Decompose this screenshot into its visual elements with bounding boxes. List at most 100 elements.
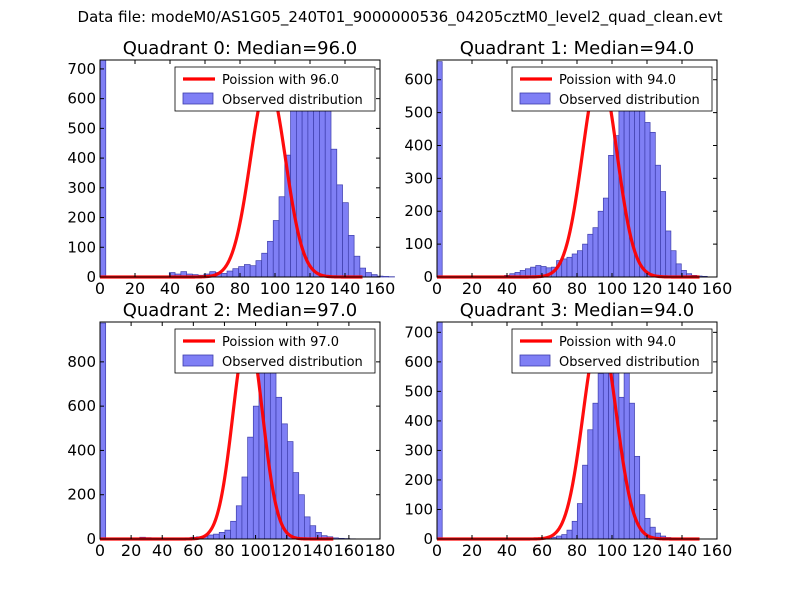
- histogram-bar: [287, 441, 294, 540]
- x-tick-label: 100: [597, 279, 628, 298]
- histogram-bar: [336, 184, 343, 278]
- histogram-bar: [304, 516, 311, 540]
- legend-bar-swatch: [182, 354, 214, 367]
- y-tick-label: 400: [404, 412, 433, 430]
- histogram-bar: [261, 252, 268, 278]
- x-tick-label: 160: [702, 279, 733, 298]
- histogram-bar: [566, 256, 573, 278]
- histogram-bar: [249, 265, 257, 278]
- histogram-bar: [644, 122, 651, 278]
- histogram-bar: [292, 472, 300, 540]
- x-tick-label: 120: [632, 279, 663, 298]
- histogram-bar: [576, 250, 583, 278]
- legend-label-observed: Observed distribution: [559, 355, 700, 370]
- y-tick-label: 600: [404, 71, 433, 89]
- histogram-bar: [232, 268, 239, 278]
- legend-label-fit: Poission with 94.0: [559, 73, 676, 88]
- legend-label-fit: Poission with 94.0: [559, 335, 676, 350]
- y-tick-label: 600: [67, 397, 96, 415]
- histogram-bar: [255, 260, 263, 278]
- histogram-bar: [281, 423, 288, 540]
- x-tick-label: 140: [303, 541, 334, 560]
- legend-label-observed: Observed distribution: [559, 93, 700, 108]
- histogram-bar: [639, 92, 646, 278]
- legend-label-observed: Observed distribution: [222, 93, 363, 108]
- y-tick-label: 300: [67, 179, 96, 197]
- histogram-bar: [660, 191, 667, 278]
- histogram-bar: [252, 405, 260, 540]
- x-tick-label: 60: [532, 541, 552, 560]
- histogram-bar: [324, 98, 332, 278]
- subplot-quadrant-3: 0 20 40 60 80 100 120 140 1600100200300400500600…: [404, 300, 732, 560]
- y-tick-label: 600: [404, 353, 433, 371]
- x-tick-label: 140: [667, 541, 698, 560]
- histogram-bar: [319, 110, 326, 278]
- histogram-bar: [99, 322, 107, 540]
- legend-bar-swatch: [182, 92, 214, 105]
- legend-label-observed: Observed distribution: [222, 355, 363, 370]
- histogram-bar: [649, 131, 656, 278]
- y-tick-label: 200: [404, 471, 433, 489]
- y-tick-label: 400: [67, 149, 96, 167]
- x-tick-label: 0: [95, 279, 105, 298]
- x-tick-label: 100: [240, 541, 271, 560]
- axes-frame: [99, 321, 381, 540]
- histogram-bar: [608, 155, 615, 278]
- y-tick-label: 100: [67, 238, 96, 256]
- histogram-bar: [241, 476, 248, 540]
- y-tick-label: 700: [67, 60, 96, 78]
- x-tick-label: 140: [330, 279, 361, 298]
- y-tick-label: 200: [404, 202, 433, 220]
- subplot-title: Quadrant 0: Median=96.0: [123, 38, 358, 59]
- histogram-bar: [582, 464, 589, 540]
- y-tick-label: 500: [67, 119, 96, 137]
- histogram-bar: [597, 373, 604, 540]
- histogram-bar: [665, 230, 672, 278]
- x-tick-label: 100: [597, 541, 628, 560]
- x-tick-label: 60: [532, 279, 552, 298]
- y-tick-label: 700: [404, 323, 433, 341]
- x-tick-label: 40: [497, 541, 517, 560]
- x-tick-label: 20: [462, 279, 482, 298]
- histogram-bar: [566, 529, 573, 540]
- histogram-bar: [224, 529, 231, 540]
- histogram-bar: [587, 429, 594, 540]
- histogram-bar: [226, 270, 234, 278]
- histogram-bar: [269, 370, 277, 540]
- y-tick-label: 500: [404, 104, 433, 122]
- histogram-bar: [592, 402, 599, 540]
- y-tick-label: 600: [67, 90, 96, 108]
- x-tick-label: 0: [432, 541, 442, 560]
- histogram-bar: [436, 61, 443, 278]
- histogram-bar: [436, 321, 443, 540]
- histogram-bar: [342, 202, 349, 278]
- x-tick-label: 40: [497, 279, 517, 298]
- histogram-bar: [99, 59, 107, 278]
- histogram-bar: [602, 197, 609, 278]
- histogram-bar: [347, 235, 355, 278]
- y-tick-label: 300: [404, 169, 433, 187]
- y-tick-label: 200: [67, 486, 96, 504]
- histogram-bar: [582, 243, 589, 278]
- x-tick-label: 120: [271, 541, 302, 560]
- x-tick-label: 80: [567, 541, 587, 560]
- x-tick-label: 160: [334, 541, 365, 560]
- legend-label-fit: Poission with 96.0: [222, 73, 339, 88]
- subplot-quadrant-0: 0 20 40 60 80 100 120 140 1600100200300400500600…: [67, 38, 395, 298]
- histogram-bar: [382, 276, 390, 278]
- y-tick-label: 0: [86, 530, 96, 548]
- x-tick-label: 80: [214, 541, 234, 560]
- subplot-title: Quadrant 2: Median=97.0: [123, 300, 358, 321]
- x-tick-label: 40: [152, 541, 172, 560]
- histogram-bar: [298, 494, 305, 540]
- x-tick-label: 180: [365, 541, 396, 560]
- subplot-title: Quadrant 3: Median=94.0: [460, 300, 695, 321]
- x-tick-label: 160: [702, 541, 733, 560]
- x-tick-label: 60: [183, 541, 203, 560]
- x-tick-label: 0: [432, 279, 442, 298]
- histogram-bar: [592, 227, 599, 278]
- histogram-bar: [561, 534, 568, 540]
- y-tick-label: 400: [67, 441, 96, 459]
- x-tick-label: 100: [260, 279, 291, 298]
